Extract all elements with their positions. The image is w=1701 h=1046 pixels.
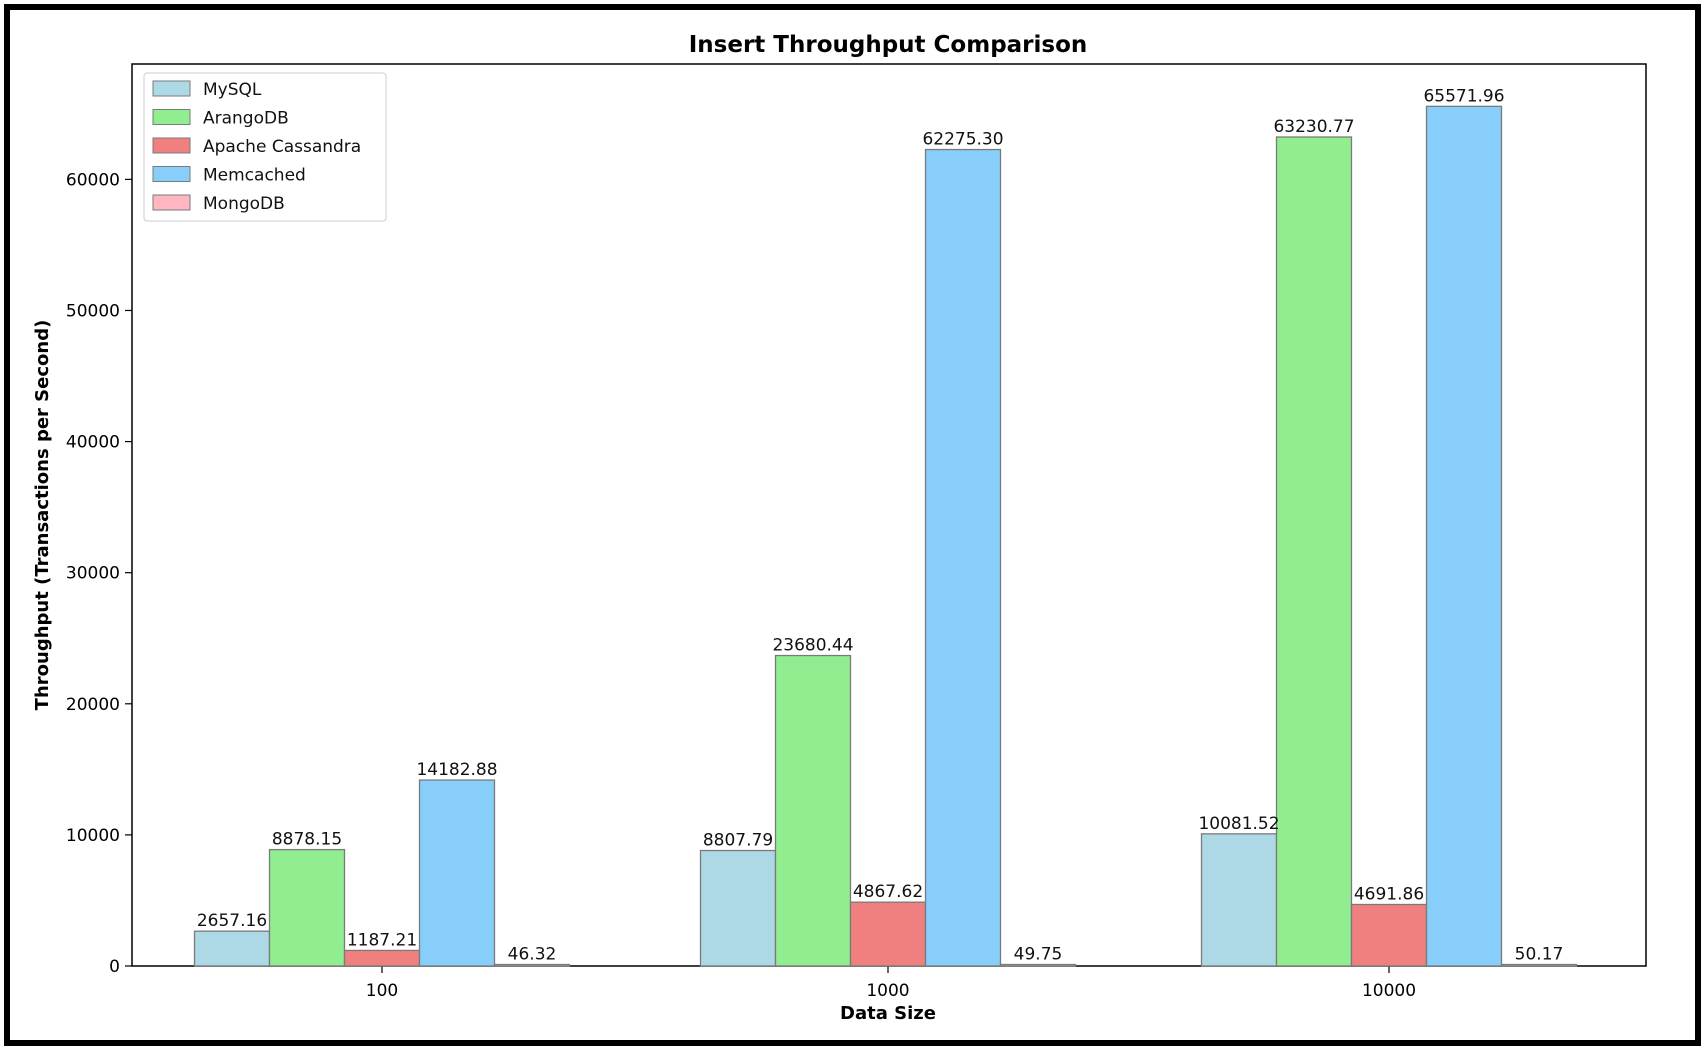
legend-swatch: [152, 80, 191, 97]
legend-label: MongoDB: [203, 194, 285, 214]
x-axis: 100 1000 10000: [366, 966, 1416, 1001]
x-axis-label: Data Size: [840, 1003, 936, 1024]
bar-value-label: 8807.79: [703, 831, 773, 851]
y-tick-label: 10000: [66, 826, 120, 846]
bar: [999, 963, 1077, 967]
x-tick-label: 1000: [866, 981, 909, 1001]
bar-value-label: 4867.62: [853, 882, 923, 902]
y-tick-label: 20000: [66, 695, 120, 715]
y-tick-label: 40000: [66, 433, 120, 453]
bar: [1350, 903, 1428, 967]
bar: [1500, 963, 1578, 967]
legend-label: Apache Cassandra: [203, 137, 361, 157]
bar-value-label: 62275.30: [922, 130, 1003, 150]
y-tick-label: 0: [109, 957, 120, 977]
bar-value-label: 2657.16: [197, 911, 267, 931]
legend-swatch: [152, 137, 191, 154]
bar-value-label: 14182.88: [416, 760, 497, 780]
bar-value-label: 10081.52: [1198, 814, 1279, 834]
bar-value-label: 46.32: [508, 945, 557, 965]
legend-swatch: [152, 166, 191, 182]
legend-label: Memcached: [203, 166, 306, 186]
y-tick-label: 60000: [66, 170, 120, 190]
bar: [493, 963, 571, 967]
legend-swatch: [152, 109, 191, 125]
bar-value-label: 63230.77: [1273, 117, 1354, 137]
bar: [1200, 833, 1278, 967]
bar: [1275, 136, 1353, 967]
bar-value-label: 1187.21: [347, 930, 417, 950]
bar: [343, 949, 421, 967]
bar: [924, 148, 1002, 967]
bar: [849, 901, 927, 967]
bar: [418, 779, 496, 967]
y-axis-label: Throughput (Transactions per Second): [32, 320, 53, 711]
bars-group: [193, 105, 1578, 967]
legend: MySQL ArangoDB Apache Cassandra Memcached Mo…: [143, 72, 387, 222]
bar-value-label: 50.17: [1515, 945, 1564, 965]
legend-label: MySQL: [203, 80, 262, 100]
legend-label: ArangoDB: [203, 109, 289, 129]
bar-value-label: 23680.44: [772, 636, 853, 656]
x-tick-label: 100: [366, 981, 398, 1001]
bar-value-label: 65571.96: [1423, 86, 1504, 106]
bar-value-label: 4691.86: [1354, 884, 1424, 904]
bar-value-label: 49.75: [1014, 945, 1063, 965]
bar-value-label: 8878.15: [272, 830, 342, 850]
data-labels-group: 2657.16 8878.15 1187.21 14182.88 46.32 8807.7…: [197, 86, 1563, 964]
x-tick-label: 10000: [1362, 981, 1416, 1001]
bar: [774, 654, 852, 967]
y-axis: 0 10000 20000 30000 40000 50000 60000: [66, 170, 132, 977]
bar: [268, 848, 346, 967]
legend-swatch: [152, 194, 191, 211]
bar: [699, 849, 777, 967]
chart-title: Insert Throughput Comparison: [689, 32, 1088, 58]
bar: [1425, 105, 1503, 967]
bar: [193, 930, 271, 967]
y-tick-label: 50000: [66, 301, 120, 321]
legend-box: [143, 72, 387, 222]
y-tick-label: 30000: [66, 564, 120, 584]
